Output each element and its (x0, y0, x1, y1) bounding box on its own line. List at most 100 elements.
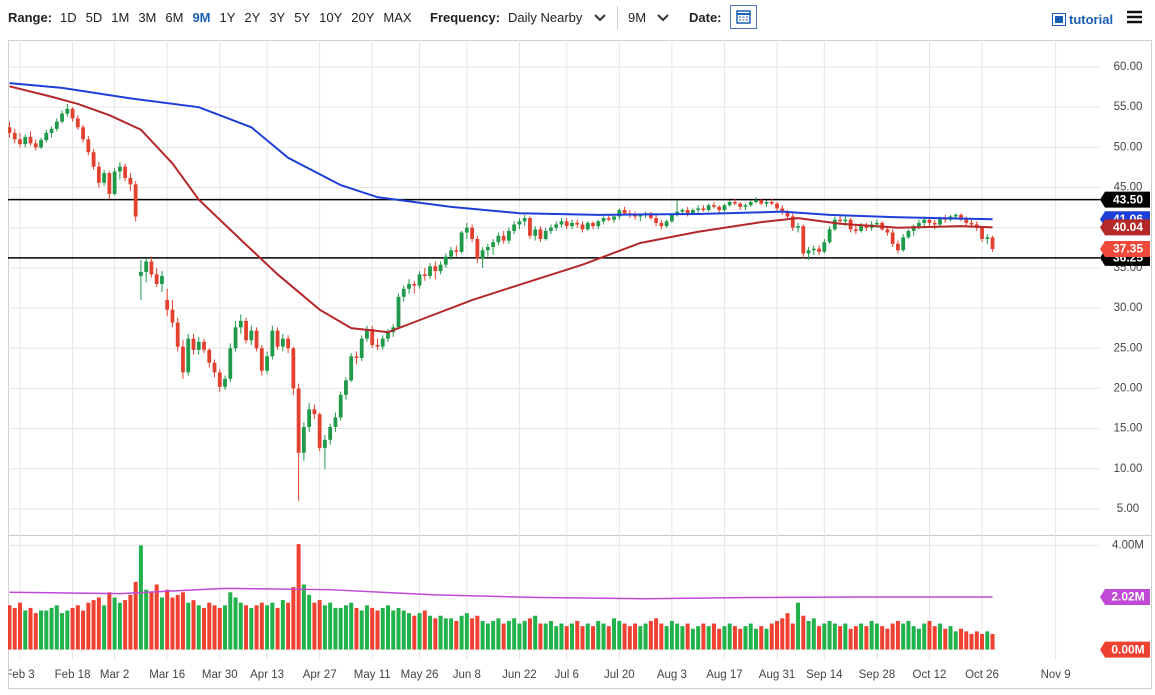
candle-body (375, 345, 380, 347)
candle-body (107, 173, 112, 194)
volume-bar (385, 605, 390, 650)
range-button[interactable]: 1D (60, 10, 77, 25)
candle-body (70, 108, 75, 119)
range-button[interactable]: 20Y (351, 10, 375, 25)
volume-bar (775, 620, 780, 650)
candle-body (901, 237, 906, 251)
volume-bar (543, 623, 548, 650)
candle-body (454, 250, 459, 252)
range-label: Range: (8, 10, 53, 25)
candle-body (254, 330, 259, 349)
candle-body (428, 266, 432, 276)
range-button[interactable]: 5D (85, 10, 103, 25)
x-tick-label: Sep 28 (859, 669, 895, 681)
tutorial-icon (1052, 13, 1066, 26)
candle-body (449, 250, 453, 257)
candle-body (407, 283, 411, 289)
volume-bar (154, 584, 159, 650)
volume-bar (701, 623, 706, 650)
volume-bar (375, 610, 380, 650)
volume-bar (443, 618, 448, 650)
volume-bar (748, 623, 753, 650)
candle-body (659, 222, 664, 227)
candle-body (202, 341, 206, 350)
x-tick-label: Jun 8 (453, 669, 481, 681)
candle-body (480, 250, 485, 259)
volume-bar (259, 602, 264, 650)
volume-bar (953, 631, 958, 650)
volume-bar (217, 607, 222, 650)
volume-bar (885, 628, 890, 650)
tutorial-link[interactable]: tutorial (1069, 12, 1114, 27)
candle-body (733, 202, 737, 204)
candle-body (932, 222, 937, 225)
volume-bar (343, 605, 348, 650)
candle-body (112, 171, 117, 194)
x-tick-label: Mar 30 (202, 669, 238, 681)
candle-body (102, 173, 107, 183)
volume-bar (175, 594, 180, 650)
volume-bar (743, 626, 748, 650)
range-button[interactable]: 3M (138, 10, 157, 25)
period-select[interactable]: 9M (628, 10, 647, 25)
candle-body (570, 222, 574, 227)
candle-body (191, 338, 196, 350)
volume-bar (496, 618, 501, 650)
candle-body (617, 210, 622, 217)
volume-bar (449, 618, 454, 650)
x-tick-label: Nov 9 (1041, 669, 1071, 681)
volume-bar (123, 600, 128, 650)
x-tick-label: Apr 13 (250, 669, 284, 681)
volume-bar (275, 607, 280, 650)
candle-body (123, 166, 128, 178)
volume-bar (244, 605, 249, 650)
candle-body (65, 108, 70, 114)
range-button[interactable]: 10Y (319, 10, 343, 25)
candle-body (775, 203, 779, 209)
range-button[interactable]: 6M (165, 10, 184, 25)
candle-body (769, 202, 774, 204)
chevron (657, 14, 669, 22)
date-label: Date: (689, 10, 722, 25)
candle-body (969, 222, 974, 225)
range-button[interactable]: 1Y (219, 10, 236, 25)
range-button[interactable]: 5Y (294, 10, 311, 25)
candle-body (801, 226, 806, 254)
volume-bar (969, 633, 974, 650)
calendar-button[interactable] (730, 5, 757, 29)
volume-bar (149, 592, 154, 650)
range-button[interactable]: 9M (192, 10, 211, 25)
frequency-select[interactable]: Daily Nearby (508, 10, 583, 25)
volume-bar (86, 602, 91, 650)
volume-bar (286, 602, 291, 650)
candle-body (543, 230, 548, 239)
volume-bar (669, 620, 674, 650)
candle-body (501, 235, 506, 241)
range-button[interactable]: MAX (383, 10, 412, 25)
candle-body (712, 205, 716, 207)
range-button[interactable]: 3Y (269, 10, 286, 25)
volume-bar (265, 605, 270, 650)
volume-bar (359, 610, 364, 650)
menu-button[interactable] (1127, 10, 1142, 24)
candle-body (244, 320, 248, 341)
y-tick-label: 50.00 (1114, 141, 1143, 153)
candle-body (811, 248, 816, 251)
candle-body (690, 210, 695, 214)
volume-bar (948, 626, 953, 650)
volume-bar (848, 628, 853, 650)
volume-bar (433, 618, 438, 650)
candle-body (822, 242, 827, 252)
range-button[interactable]: 1M (111, 10, 130, 25)
range-button[interactable]: 2Y (244, 10, 261, 25)
candle-body (633, 214, 637, 217)
volume-bar (396, 607, 401, 650)
candle-body (8, 127, 12, 133)
candle-body (217, 372, 222, 387)
candle-body (459, 232, 464, 252)
candle-body (412, 283, 417, 286)
volume-bar (338, 607, 343, 650)
volume-bar (333, 607, 338, 650)
candle-body (853, 229, 858, 231)
